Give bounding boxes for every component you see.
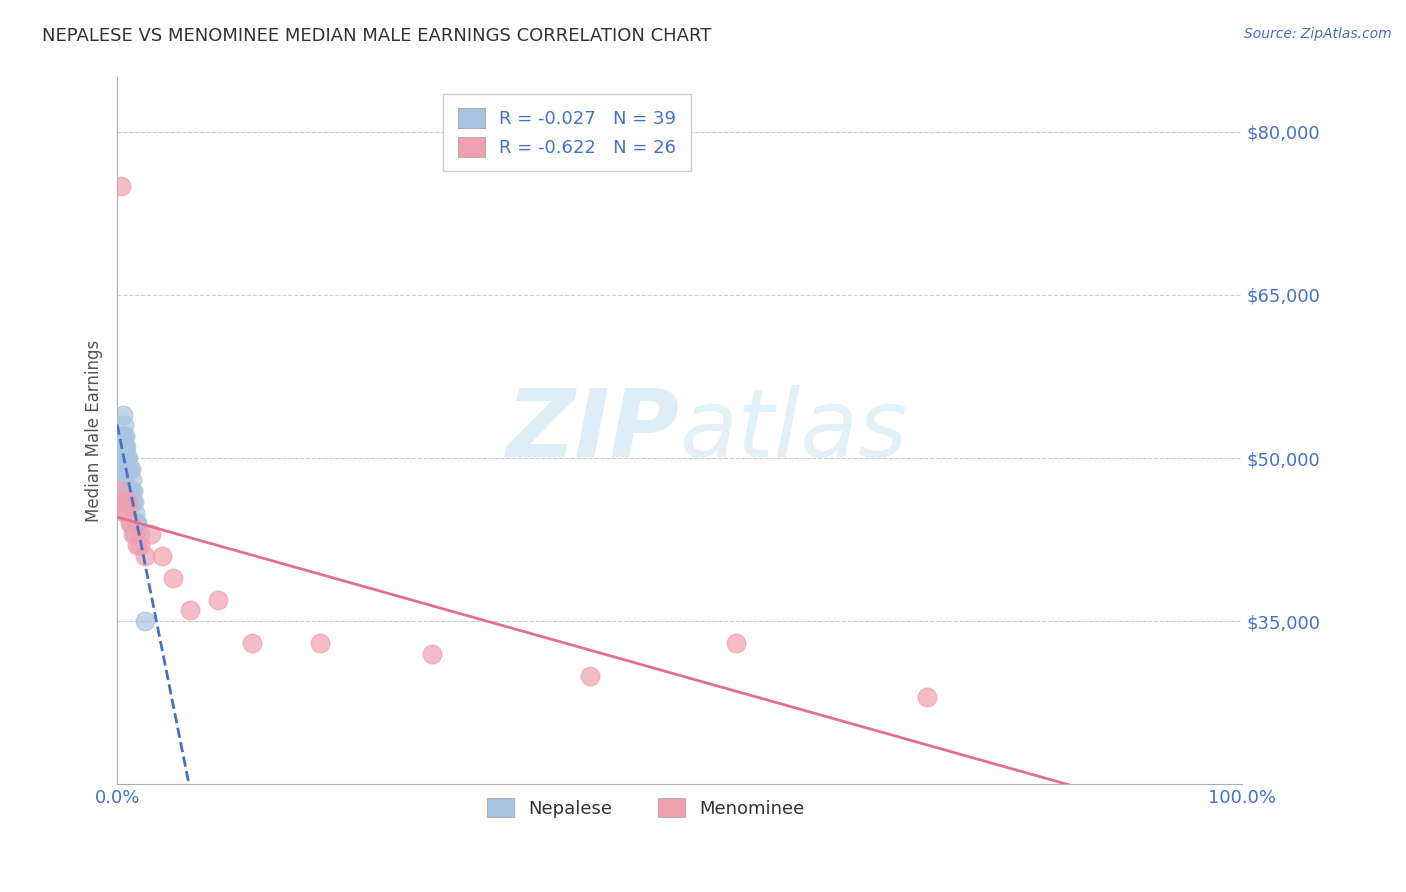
Text: atlas: atlas	[679, 385, 908, 476]
Point	[117, 462, 139, 476]
Text: ZIP: ZIP	[506, 385, 679, 477]
Point	[162, 571, 184, 585]
Point	[111, 451, 134, 466]
Point	[110, 473, 132, 487]
Point	[578, 668, 600, 682]
Point	[118, 462, 141, 476]
Point	[915, 690, 938, 705]
Point	[308, 636, 330, 650]
Point	[122, 527, 145, 541]
Point	[117, 483, 139, 498]
Point	[240, 636, 263, 650]
Point	[134, 549, 156, 563]
Point	[117, 494, 139, 508]
Point	[207, 592, 229, 607]
Point	[118, 516, 141, 531]
Point	[117, 462, 139, 476]
Point	[122, 494, 145, 508]
Point	[117, 483, 139, 498]
Point	[122, 483, 145, 498]
Point	[117, 451, 139, 466]
Point	[127, 516, 149, 531]
Point	[114, 473, 136, 487]
Point	[139, 527, 162, 541]
Point	[111, 408, 134, 422]
Point	[124, 506, 146, 520]
Point	[118, 483, 141, 498]
Text: NEPALESE VS MENOMINEE MEDIAN MALE EARNINGS CORRELATION CHART: NEPALESE VS MENOMINEE MEDIAN MALE EARNIN…	[42, 27, 711, 45]
Point	[115, 462, 138, 476]
Point	[114, 440, 136, 454]
Point	[128, 538, 150, 552]
Point	[111, 429, 134, 443]
Point	[112, 418, 135, 433]
Point	[128, 527, 150, 541]
Legend: Nepalese, Menominee: Nepalese, Menominee	[479, 790, 811, 825]
Point	[121, 494, 143, 508]
Point	[111, 429, 134, 443]
Point	[110, 179, 132, 194]
Point	[724, 636, 747, 650]
Point	[112, 440, 135, 454]
Point	[120, 462, 142, 476]
Text: Source: ZipAtlas.com: Source: ZipAtlas.com	[1244, 27, 1392, 41]
Point	[111, 494, 134, 508]
Point	[108, 462, 131, 476]
Point	[120, 516, 142, 531]
Point	[150, 549, 173, 563]
Point	[112, 451, 135, 466]
Point	[117, 451, 139, 466]
Point	[127, 538, 149, 552]
Point	[111, 473, 134, 487]
Point	[114, 429, 136, 443]
Point	[114, 462, 136, 476]
Point	[124, 527, 146, 541]
Point	[420, 647, 443, 661]
Point	[120, 483, 142, 498]
Y-axis label: Median Male Earnings: Median Male Earnings	[86, 340, 103, 522]
Point	[179, 603, 201, 617]
Point	[112, 494, 135, 508]
Point	[121, 473, 143, 487]
Point	[111, 483, 134, 498]
Point	[112, 473, 135, 487]
Point	[117, 506, 139, 520]
Point	[110, 483, 132, 498]
Point	[134, 614, 156, 628]
Point	[125, 516, 148, 531]
Point	[115, 483, 138, 498]
Point	[115, 440, 138, 454]
Point	[115, 494, 138, 508]
Point	[114, 506, 136, 520]
Point	[111, 451, 134, 466]
